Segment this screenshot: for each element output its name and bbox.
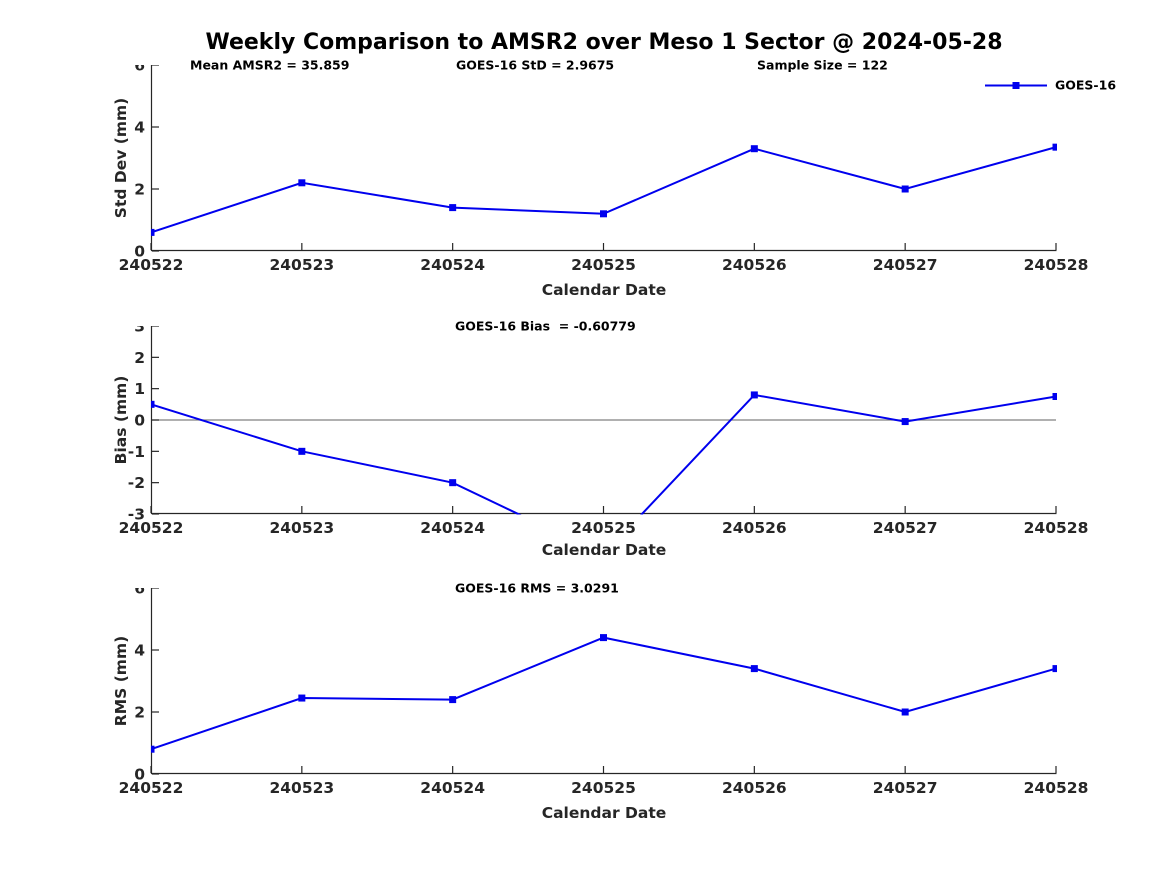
legend: GOES-16 [985, 78, 1116, 93]
x-axis-label-rms: Calendar Date [541, 804, 667, 822]
stddev-plot-area: 240522 240523 240524 240525 240526 240527 2405… [119, 65, 1089, 274]
x-axis-label-stddev: Calendar Date [541, 281, 667, 299]
svg-text:240523: 240523 [269, 779, 334, 797]
svg-text:240528: 240528 [1024, 519, 1089, 537]
svg-text:2: 2 [134, 181, 145, 199]
svg-text:2: 2 [134, 704, 145, 722]
x-axis-label-bias: Calendar Date [541, 541, 667, 559]
svg-text:4: 4 [134, 642, 145, 660]
svg-text:-2: -2 [128, 474, 145, 492]
svg-text:0: 0 [134, 766, 145, 784]
annotation-mean-amsr2: Mean AMSR2 = 35.859 [190, 57, 350, 73]
svg-text:2: 2 [134, 349, 145, 367]
svg-text:240524: 240524 [420, 779, 485, 797]
svg-text:240525: 240525 [571, 779, 636, 797]
svg-text:240526: 240526 [722, 256, 787, 274]
svg-text:240527: 240527 [873, 519, 938, 537]
legend-label: GOES-16 [1055, 77, 1117, 93]
svg-text:240522: 240522 [119, 256, 184, 274]
svg-text:6: 6 [134, 65, 145, 75]
svg-text:240524: 240524 [420, 256, 485, 274]
svg-text:6: 6 [134, 588, 145, 598]
bias-plot-area: 240522 240523 240524 240525 240526 240527 2405… [119, 326, 1089, 537]
annotation-goes16-bias: GOES-16 Bias = -0.60779 [455, 318, 636, 334]
svg-text:240523: 240523 [269, 256, 334, 274]
rms-plot-area: 240522 240523 240524 240525 240526 240527 2405… [119, 588, 1089, 797]
svg-text:3: 3 [134, 326, 145, 336]
svg-text:1: 1 [134, 380, 145, 398]
svg-text:240526: 240526 [722, 519, 787, 537]
svg-text:240526: 240526 [722, 779, 787, 797]
annotation-sample-size: Sample Size = 122 [757, 57, 888, 73]
figure-title: Weekly Comparison to AMSR2 over Meso 1 S… [205, 30, 1003, 55]
svg-text:240528: 240528 [1024, 779, 1089, 797]
svg-text:240528: 240528 [1024, 256, 1089, 274]
annotation-goes16-std: GOES-16 StD = 2.9675 [456, 57, 615, 73]
svg-text:0: 0 [134, 243, 145, 261]
svg-text:240525: 240525 [571, 519, 636, 537]
legend-line-marker-icon [985, 81, 1047, 89]
svg-text:240522: 240522 [119, 519, 184, 537]
annotation-goes16-rms: GOES-16 RMS = 3.0291 [455, 580, 619, 596]
svg-text:240527: 240527 [873, 256, 938, 274]
svg-text:240527: 240527 [873, 779, 938, 797]
svg-text:240522: 240522 [119, 779, 184, 797]
svg-text:-1: -1 [128, 443, 145, 461]
svg-text:240524: 240524 [420, 519, 485, 537]
svg-text:240525: 240525 [571, 256, 636, 274]
svg-text:4: 4 [134, 119, 145, 137]
svg-text:240523: 240523 [269, 519, 334, 537]
svg-text:0: 0 [134, 412, 145, 430]
svg-text:-3: -3 [128, 506, 145, 524]
